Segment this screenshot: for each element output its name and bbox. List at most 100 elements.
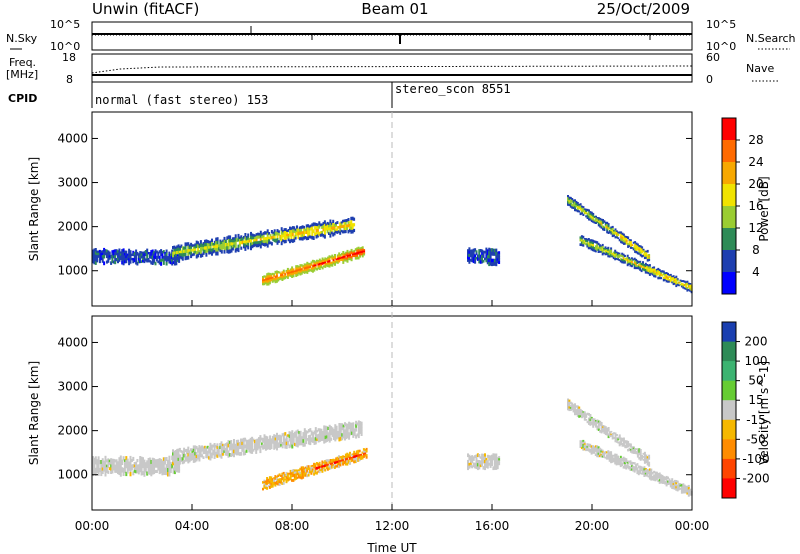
noise-left-label: N.Sky: [6, 32, 38, 45]
power-echo-cell: [296, 228, 298, 233]
power-echo-cell: [669, 279, 672, 283]
velocity-echo-cell: [583, 414, 586, 418]
velocity-echo-cell: [270, 446, 273, 450]
power-echo-cell: [323, 231, 326, 235]
velocity-echo-cell: [574, 410, 576, 413]
time-tick-label: 04:00: [175, 519, 210, 533]
velocity-echo-cell: [672, 486, 675, 490]
power-echo-cell: [654, 275, 657, 278]
velocity-echo-cell: [351, 453, 354, 456]
velocity-echo-cell: [361, 455, 364, 458]
velocity-echo-cell: [136, 459, 139, 463]
power-echo-cell: [140, 255, 143, 259]
power-echo-cell: [567, 197, 569, 200]
power-echo-cell: [671, 281, 674, 284]
velocity-echo-cell: [285, 480, 288, 484]
velocity-echo-cell: [675, 488, 678, 491]
velocity-echo-cell: [682, 491, 685, 494]
power-echo-cell: [293, 272, 296, 275]
power-echo-cell: [140, 253, 143, 257]
velocity-echo-cell: [176, 464, 179, 468]
velocity-echo-cell: [169, 469, 172, 473]
velocity-echo-cell: [334, 437, 337, 442]
power-echo-cell: [628, 258, 631, 261]
power-echo-cell: [612, 256, 615, 260]
velocity-echo-cell: [604, 431, 607, 434]
power-echo-cell: [605, 251, 608, 254]
power-echo-cell: [653, 266, 656, 269]
velocity-colorbar-swatch: [722, 341, 736, 362]
power-echo-cell: [328, 262, 331, 266]
velocity-echo-cell: [647, 472, 650, 475]
velocity-echo-cell: [347, 453, 350, 456]
power-echo-cell: [108, 257, 111, 260]
power-echo-cell: [622, 240, 625, 243]
power-echo-cell: [277, 240, 280, 243]
velocity-echo-cell: [619, 455, 622, 459]
power-echo-cell: [295, 265, 298, 268]
velocity-echo-cell: [606, 429, 609, 432]
power-echo-cell: [593, 240, 596, 243]
power-echo-cell: [122, 251, 125, 256]
power-echo-cell: [653, 274, 656, 278]
velocity-echo-cell: [472, 464, 475, 468]
velocity-echo-cell: [481, 453, 484, 458]
power-echo-cell: [268, 281, 271, 285]
velocity-echo-cell: [599, 430, 602, 433]
power-echo-cell: [180, 256, 183, 260]
velocity-echo-cell: [139, 456, 142, 461]
velocity-echo-cell: [220, 454, 223, 459]
velocity-echo-cell: [612, 454, 615, 457]
power-echo-cell: [288, 273, 291, 277]
velocity-echo-cell: [653, 474, 656, 477]
velocity-echo-cell: [291, 437, 294, 442]
power-echo-cell: [687, 285, 690, 288]
velocity-echo-cell: [162, 471, 165, 475]
velocity-echo-cell: [325, 438, 328, 442]
velocity-echo-cell: [202, 451, 205, 455]
power-echo-cell: [630, 263, 633, 266]
velocity-echo-cell: [115, 461, 118, 465]
power-echo-cell: [238, 236, 241, 240]
velocity-echo-cell: [568, 406, 571, 409]
power-echo-cell: [284, 273, 287, 276]
velocity-echo-cell: [342, 457, 345, 460]
velocity-echo-cell: [353, 430, 356, 434]
power-echo-cell: [599, 217, 602, 221]
velocity-echo-cell: [203, 451, 206, 454]
power-echo-cell: [237, 233, 240, 238]
velocity-echo-cell: [581, 416, 583, 419]
velocity-echo-cell: [311, 470, 314, 473]
power-echo-cell: [654, 273, 657, 276]
velocity-echo-cell: [344, 453, 347, 457]
velocity-echo-cell: [629, 448, 632, 451]
velocity-echo-cell: [172, 461, 174, 466]
power-echo-cell: [212, 248, 215, 251]
velocity-echo-cell: [676, 486, 679, 490]
power-echo-cell: [647, 270, 650, 273]
velocity-echo-cell: [338, 423, 341, 427]
power-echo-cell: [132, 250, 135, 254]
velocity-echo-cell: [168, 467, 171, 473]
velocity-echo-cell: [338, 455, 340, 459]
power-echo-cell: [610, 247, 613, 251]
power-echo-cell: [647, 264, 650, 267]
power-echo-cell: [245, 238, 248, 241]
power-echo-cell: [165, 249, 168, 253]
velocity-echo-cell: [262, 444, 265, 448]
velocity-echo-cell: [633, 470, 636, 473]
power-echo-cell: [310, 269, 313, 272]
velocity-echo-cell: [231, 452, 234, 457]
power-echo-cell: [296, 265, 299, 268]
power-echo-cell: [646, 271, 649, 274]
power-echo-cell: [289, 268, 292, 271]
power-echo-cell: [587, 244, 590, 248]
velocity-echo-cell: [230, 453, 233, 457]
velocity-echo-cell: [572, 408, 575, 411]
power-echo-cell: [315, 226, 318, 230]
velocity-echo-cell: [639, 467, 642, 470]
power-echo-cell: [147, 252, 150, 255]
power-echo-cell: [143, 253, 146, 257]
velocity-echo-cell: [304, 468, 307, 471]
power-echo-cell: [299, 264, 302, 267]
